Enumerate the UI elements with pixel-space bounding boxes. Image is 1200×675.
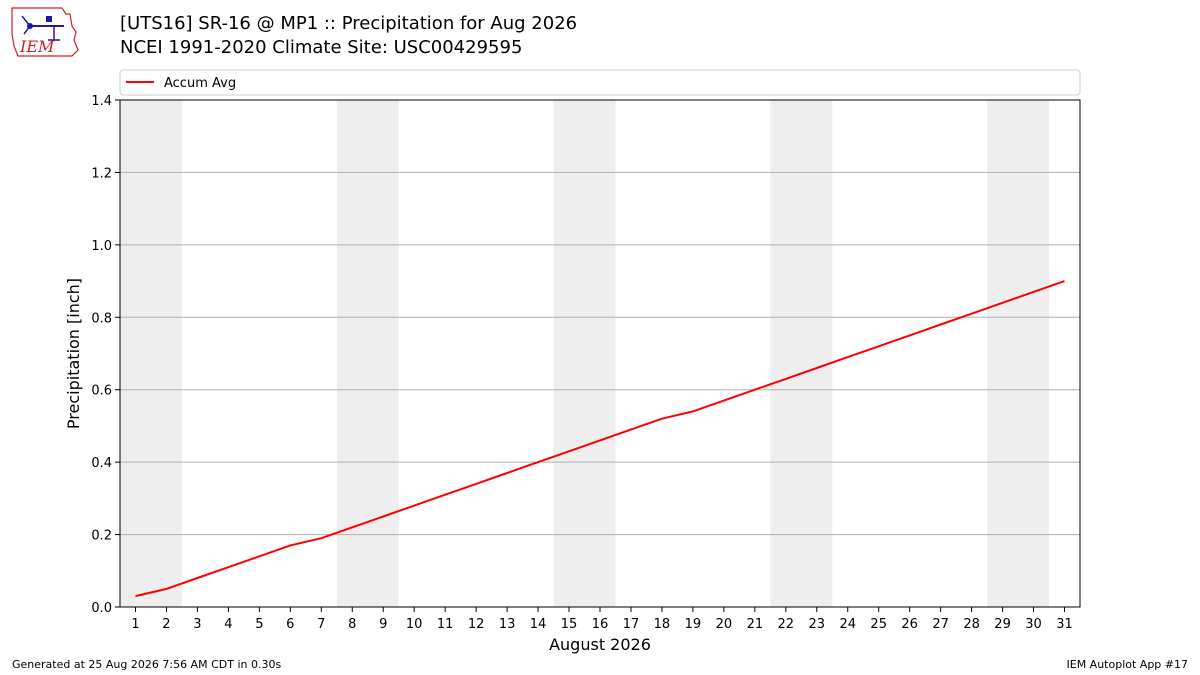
x-tick-label: 18 (654, 617, 671, 632)
x-tick-label: 27 (932, 617, 949, 632)
x-axis-label: August 2026 (549, 635, 651, 654)
legend-box (119, 69, 1081, 96)
x-tick-label: 30 (1025, 617, 1042, 632)
x-tick-label: 23 (809, 617, 826, 632)
weekend-band-3 (770, 100, 833, 607)
x-tick-label: 26 (901, 617, 918, 632)
y-tick-label: 1.4 (91, 94, 112, 109)
x-tick-label: 12 (468, 617, 485, 632)
x-tick-label: 24 (839, 617, 856, 632)
x-tick-label: 9 (379, 617, 387, 632)
x-tick-label: 28 (963, 617, 980, 632)
x-tick-label: 2 (162, 617, 170, 632)
x-tick-label: 5 (255, 617, 263, 632)
x-tick-label: 3 (193, 617, 201, 632)
legend-label-0: Accum Avg (164, 76, 236, 91)
x-tick-label: 19 (685, 617, 702, 632)
title-line-1: [UTS16] SR-16 @ MP1 :: Precipitation for… (120, 13, 578, 34)
footer-app: IEM Autoplot App #17 (1066, 658, 1189, 671)
x-tick-label: 6 (286, 617, 294, 632)
y-tick-label: 1.2 (91, 166, 112, 181)
x-tick-label: 11 (437, 617, 454, 632)
x-tick-label: 31 (1056, 617, 1073, 632)
logo-text: IEM (19, 37, 55, 56)
x-tick-label: 29 (994, 617, 1011, 632)
iem-logo-icon: IEM (11, 7, 79, 57)
y-tick-label: 0.8 (91, 311, 112, 326)
weekend-band-0 (120, 100, 182, 607)
x-tick-label: 10 (406, 617, 423, 632)
x-tick-label: 14 (530, 617, 547, 632)
y-tick-label: 1.0 (91, 239, 112, 254)
x-tick-label: 7 (317, 617, 325, 632)
x-tick-label: 25 (870, 617, 887, 632)
x-tick-label: 22 (778, 617, 795, 632)
x-tick-label: 16 (592, 617, 609, 632)
x-tick-label: 17 (623, 617, 640, 632)
weekend-band-4 (987, 100, 1050, 607)
y-axis-label: Precipitation [inch] (64, 278, 83, 429)
series-line-0 (135, 280, 1065, 598)
x-tick-label: 20 (716, 617, 733, 632)
y-tick-label: 0.6 (91, 384, 112, 399)
weekend-band-2 (553, 100, 616, 607)
y-tick-label: 0.0 (91, 601, 112, 616)
x-tick-label: 8 (348, 617, 356, 632)
x-tick-label: 1 (131, 617, 139, 632)
y-tick-label: 0.4 (91, 456, 112, 471)
x-tick-label: 13 (499, 617, 516, 632)
x-tick-label: 4 (224, 617, 232, 632)
weekend-band-1 (336, 100, 399, 607)
y-tick-label: 0.2 (91, 529, 112, 544)
title-line-2: NCEI 1991-2020 Climate Site: USC00429595 (120, 37, 523, 58)
x-tick-label: 15 (561, 617, 578, 632)
chart-title: [UTS16] SR-16 @ MP1 :: Precipitation for… (120, 12, 577, 60)
x-tick-label: 21 (747, 617, 764, 632)
footer-generated: Generated at 25 Aug 2026 7:56 AM CDT in … (12, 658, 282, 671)
